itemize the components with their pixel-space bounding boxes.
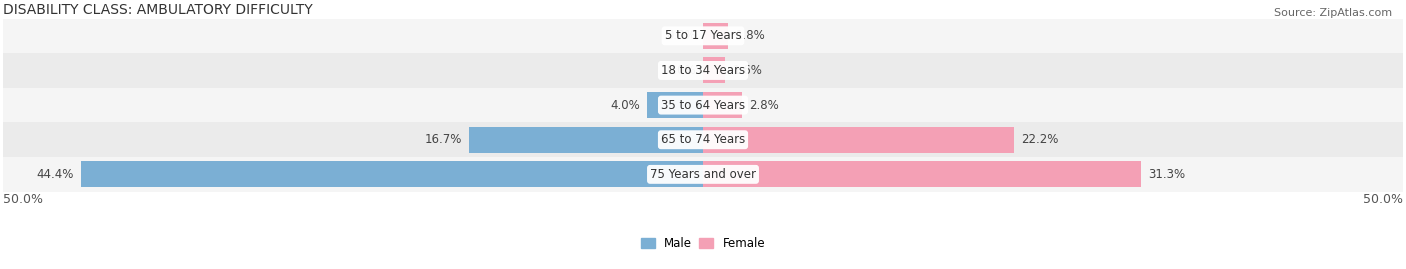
Bar [703, 92, 742, 118]
Text: 35 to 64 Years: 35 to 64 Years [661, 99, 745, 112]
Text: 22.2%: 22.2% [1021, 133, 1059, 146]
Bar [3, 122, 1403, 157]
Bar [82, 161, 703, 187]
Text: 18 to 34 Years: 18 to 34 Years [661, 64, 745, 77]
Text: Source: ZipAtlas.com: Source: ZipAtlas.com [1274, 8, 1392, 18]
Text: 0.0%: 0.0% [666, 29, 696, 42]
Text: 1.6%: 1.6% [733, 64, 762, 77]
Bar [703, 23, 728, 49]
Text: 65 to 74 Years: 65 to 74 Years [661, 133, 745, 146]
Text: 0.0%: 0.0% [666, 64, 696, 77]
Bar [703, 127, 1014, 153]
Bar [3, 53, 1403, 88]
Text: 50.0%: 50.0% [3, 193, 42, 206]
Bar [703, 161, 1142, 187]
Text: 16.7%: 16.7% [425, 133, 463, 146]
Text: 4.0%: 4.0% [610, 99, 640, 112]
Text: DISABILITY CLASS: AMBULATORY DIFFICULTY: DISABILITY CLASS: AMBULATORY DIFFICULTY [3, 3, 312, 17]
Bar [3, 19, 1403, 53]
Text: 50.0%: 50.0% [1364, 193, 1403, 206]
Text: 31.3%: 31.3% [1149, 168, 1185, 181]
Text: 2.8%: 2.8% [749, 99, 779, 112]
Bar [703, 58, 725, 83]
Bar [3, 88, 1403, 122]
Bar [3, 157, 1403, 192]
Text: 1.8%: 1.8% [735, 29, 765, 42]
Text: 75 Years and over: 75 Years and over [650, 168, 756, 181]
Text: 5 to 17 Years: 5 to 17 Years [665, 29, 741, 42]
Bar [647, 92, 703, 118]
Text: 44.4%: 44.4% [37, 168, 75, 181]
Legend: Male, Female: Male, Female [636, 232, 770, 255]
Bar [470, 127, 703, 153]
